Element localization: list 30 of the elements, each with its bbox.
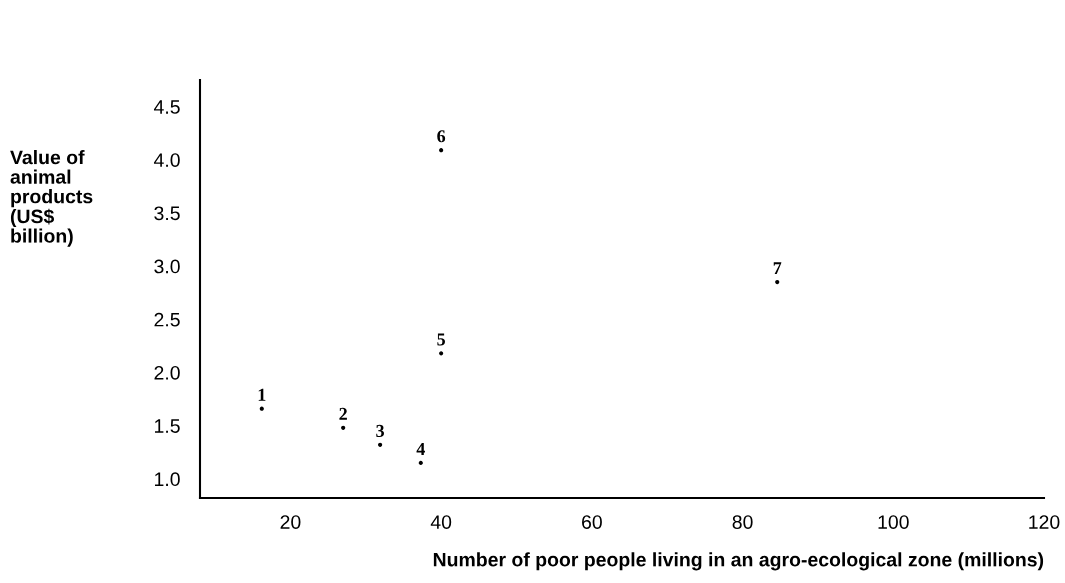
point	[439, 148, 444, 153]
point	[775, 280, 780, 285]
annotation: 2	[339, 407, 347, 420]
y-tick-label: 4.5	[153, 100, 180, 114]
y-tick-label: 1.5	[155, 419, 180, 433]
point	[378, 442, 383, 447]
y-tick-label: 3.0	[154, 259, 180, 274]
x-axis-title: Number of poor people living in an agro-ecological zone (millions)	[433, 552, 1044, 571]
annotation: 6	[437, 130, 446, 143]
annotation: 7	[773, 262, 782, 275]
annotation: 1	[258, 388, 266, 401]
y-tick-label: 2.0	[154, 365, 180, 380]
annotation: 4	[416, 443, 425, 455]
point	[439, 351, 444, 356]
y-tick-label: 4.0	[153, 153, 180, 168]
point	[418, 460, 423, 465]
y-tick-label: 1.0	[155, 472, 180, 487]
x-tick-label: 20	[280, 515, 301, 529]
point	[341, 425, 346, 430]
x-tick-label: 100	[878, 515, 909, 529]
x-tick-label: 40	[430, 515, 452, 529]
y-axis-title: Value of animal products (US$ billion)	[10, 150, 93, 247]
y-tick-label: 3.5	[154, 206, 180, 221]
annotation: 5	[437, 333, 445, 346]
point	[259, 406, 264, 411]
x-tick-label: 60	[582, 515, 602, 529]
x-tick-label: 80	[732, 515, 753, 529]
y-tick-label: 2.5	[154, 312, 180, 327]
annotation: 3	[376, 424, 384, 437]
x-tick-label: 120	[1029, 515, 1060, 529]
